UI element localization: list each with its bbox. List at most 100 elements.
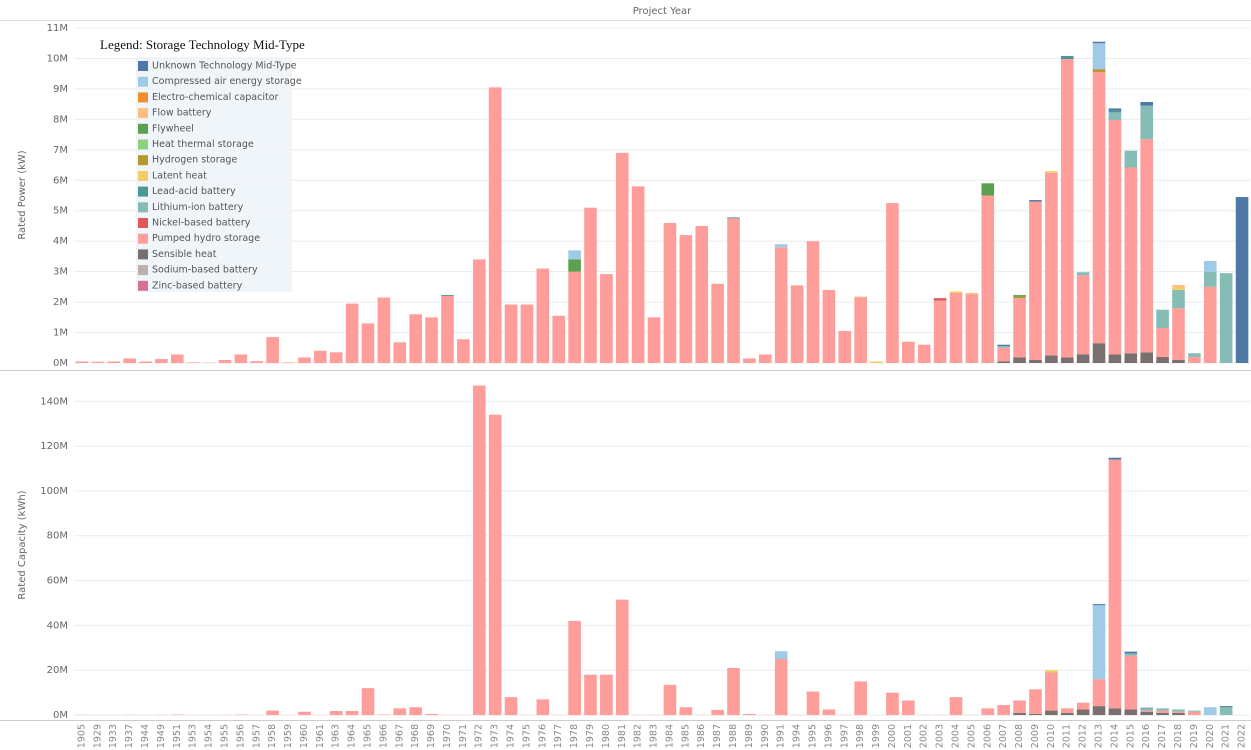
bar-segment	[520, 304, 534, 363]
bar-segment	[886, 692, 899, 716]
bar-segment	[1124, 651, 1138, 654]
bar-segment	[504, 697, 518, 716]
bar-segment	[1203, 286, 1217, 363]
bar-segment	[1140, 710, 1154, 712]
bar-segment	[314, 350, 327, 363]
x-tick-label: 2022	[1237, 724, 1248, 748]
bar-segment	[1108, 112, 1122, 120]
bar-segment	[361, 323, 375, 363]
bar-segment	[1108, 119, 1122, 355]
bar-segment	[743, 358, 756, 363]
x-tick-label: 1905	[76, 724, 87, 748]
bar-segment	[1124, 167, 1138, 354]
bar-segment	[1060, 59, 1074, 358]
bars	[75, 41, 1249, 716]
legend: Legend: Storage Technology Mid-Type Unkn…	[100, 37, 305, 292]
bar-segment	[1156, 712, 1169, 716]
bar-segment	[949, 697, 963, 716]
bar-segment	[933, 300, 947, 363]
bar-segment	[1172, 285, 1185, 288]
bar-segment	[1124, 353, 1138, 363]
legend-label: Lithium-ion battery	[152, 202, 244, 213]
x-tick-label: 1953	[188, 724, 199, 748]
bar-segment	[1140, 707, 1154, 709]
bar-segment	[822, 709, 836, 716]
bar-segment	[472, 259, 486, 363]
bar-segment	[1140, 711, 1154, 716]
bar-segment	[1045, 172, 1058, 356]
bar-segment	[711, 283, 724, 363]
y-tick-label: 3M	[53, 267, 68, 278]
y-tick-label: 5M	[53, 206, 68, 217]
bar-segment	[536, 699, 550, 716]
bar-segment	[1108, 110, 1122, 113]
x-tick-label: 1982	[633, 724, 644, 748]
x-tick-label: 1995	[807, 724, 818, 748]
bar-segment	[854, 681, 867, 716]
x-tick-label: 1965	[363, 724, 374, 748]
y-tick-label: 7M	[53, 145, 68, 156]
bar-segment	[345, 303, 359, 363]
bar-segment	[139, 361, 152, 363]
bar-segment	[1092, 41, 1106, 44]
bar-segment	[1140, 102, 1154, 106]
bar-segment	[886, 203, 899, 363]
bar-segment	[933, 298, 947, 301]
bar-segment	[1029, 201, 1042, 360]
y-tick-label: 11M	[47, 23, 68, 34]
x-tick-label: 1985	[680, 724, 691, 748]
bar-segment	[965, 292, 979, 295]
legend-swatch	[138, 76, 148, 87]
bar-segment	[615, 599, 629, 716]
bar-segment	[361, 688, 375, 716]
bar-segment	[1235, 197, 1249, 363]
bar-segment	[1013, 298, 1026, 358]
bar-segment	[743, 713, 756, 716]
x-tick-label: 2008	[1014, 724, 1025, 748]
bar-segment	[902, 341, 915, 363]
bar-segment	[472, 385, 486, 716]
x-tick-label: 1972	[474, 724, 485, 748]
x-tick-label: 1944	[140, 724, 151, 748]
bar-segment	[1203, 707, 1217, 716]
bar-segment	[298, 357, 311, 363]
x-tick-label: 1986	[696, 724, 707, 748]
bar-segment	[1092, 69, 1106, 73]
bar-segment	[1203, 271, 1217, 287]
bar-segment	[1092, 343, 1106, 363]
bar-segment	[552, 315, 566, 363]
bar-segment	[345, 711, 359, 716]
bar-segment	[1172, 308, 1185, 360]
bar-segment	[1156, 356, 1169, 363]
legend-label: Lead-acid battery	[152, 186, 236, 197]
bar-segment	[663, 222, 677, 363]
x-tick-label: 1978	[569, 724, 580, 748]
bar-segment	[902, 700, 915, 716]
x-tick-label: 1949	[156, 724, 167, 748]
x-tick-label: 2000	[887, 724, 898, 748]
bar-segment	[870, 361, 883, 363]
bar-segment	[981, 195, 995, 363]
x-tick-label: 1990	[760, 724, 771, 748]
bar-segment	[1108, 108, 1122, 111]
x-tick-label: 1963	[331, 724, 342, 748]
bar-segment	[409, 314, 422, 363]
bar-segment	[1188, 710, 1201, 712]
bar-segment	[1203, 260, 1217, 272]
x-tick-label: 2005	[966, 724, 977, 748]
bar-segment	[679, 235, 693, 363]
bar-segment	[727, 667, 740, 716]
y-tick-label: 1M	[53, 328, 68, 339]
x-tick-label: 1960	[299, 724, 310, 748]
y-tick-label: 0M	[53, 710, 68, 721]
x-tick-label: 1999	[871, 724, 882, 748]
x-tick-label: 1975	[521, 724, 532, 748]
bar-segment	[1045, 670, 1058, 673]
x-tick-label: 1976	[537, 724, 548, 748]
x-tick-label: 2003	[935, 724, 946, 748]
bar-segment	[1092, 604, 1106, 606]
legend-label: Flywheel	[152, 123, 194, 134]
bar-segment	[1219, 706, 1233, 708]
bar-segment	[1092, 72, 1106, 344]
